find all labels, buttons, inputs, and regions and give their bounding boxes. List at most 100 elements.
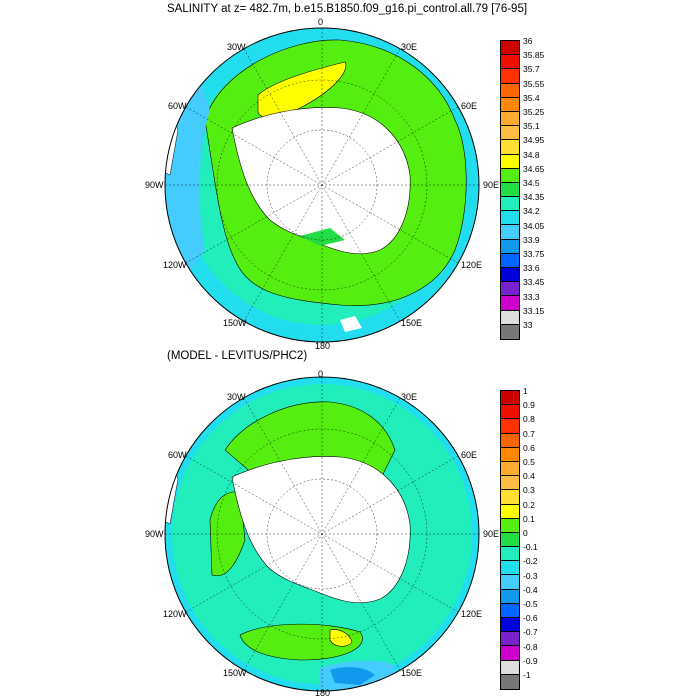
colorbar-tick-label: 33.3 <box>523 291 540 302</box>
colorbar-tick-label: 33 <box>523 320 533 330</box>
colorbar-swatch <box>501 419 519 434</box>
map-border-2 <box>164 376 480 692</box>
lon-label: 150W <box>223 318 247 328</box>
colorbar-swatch <box>501 69 519 84</box>
colorbar-tick-label: -0.7 <box>523 627 538 638</box>
colorbar-tick-label: -0.2 <box>523 556 538 567</box>
colorbar-tick-label: -0.5 <box>523 599 538 609</box>
colorbar-swatch <box>501 618 519 633</box>
lon-label: 90W <box>145 529 164 539</box>
lon-label: 120E <box>461 260 483 270</box>
colorbar-tick-label: 34.65 <box>523 163 545 174</box>
colorbar-tick-label: 34.8 <box>523 149 540 160</box>
colorbar-tick-label: 34.5 <box>523 178 540 188</box>
colorbar-tick-label: 36 <box>523 36 533 46</box>
colorbar-swatch <box>501 168 519 183</box>
colorbar-swatch <box>501 282 519 297</box>
colorbar-swatch <box>501 140 519 155</box>
colorbar-tick-label: 0.5 <box>523 457 535 467</box>
colorbar-tick-label: 35.55 <box>523 78 545 89</box>
lon-label: 60W <box>168 101 187 111</box>
colorbar-swatch <box>501 532 519 548</box>
colorbar-tick-label: 0.2 <box>523 499 535 510</box>
lon-label: 120E <box>461 609 483 619</box>
colorbar-swatch <box>501 589 519 604</box>
colorbar-swatch <box>501 461 519 477</box>
colorbar-swatch <box>501 405 519 420</box>
colorbar-1 <box>500 40 520 340</box>
lon-label: 60W <box>168 450 187 460</box>
lon-label: 30E <box>401 42 418 52</box>
colorbar-tick-label: 1 <box>523 386 528 396</box>
colorbar-swatch <box>501 268 519 283</box>
colorbar-tick-label: -0.6 <box>523 613 538 624</box>
colorbar-swatch <box>501 646 519 661</box>
colorbar-swatch <box>501 447 519 462</box>
colorbar-tick-label: 0.3 <box>523 485 535 496</box>
colorbar-tick-label: 34.05 <box>523 220 545 231</box>
lon-label: 60E <box>461 450 478 460</box>
colorbar-swatch <box>501 575 519 590</box>
colorbar-tick-label: 33.15 <box>523 305 545 316</box>
colorbar-swatch <box>501 182 519 198</box>
lon-label: 30E <box>401 392 418 402</box>
lon-label: 30W <box>227 42 246 52</box>
colorbar-swatch <box>501 547 519 562</box>
map-border-1 <box>164 27 480 343</box>
lon-label: 150W <box>223 668 247 678</box>
colorbar-swatch <box>501 239 519 254</box>
colorbar-swatch <box>501 660 519 675</box>
lon-label: 90E <box>483 529 500 539</box>
lon-label: 0 <box>318 369 324 379</box>
colorbar-2 <box>500 390 520 690</box>
colorbar-tick-label: -0.9 <box>523 655 538 666</box>
colorbar-tick-label: 0.6 <box>523 442 535 453</box>
colorbar-tick-label: -0.1 <box>523 542 538 553</box>
colorbar-swatch <box>501 154 519 169</box>
lon-label: 180 <box>315 688 331 698</box>
panel1-title: SALINITY at z= 482.7m, b.e15.B1850.f09_g… <box>167 3 528 15</box>
colorbar-swatch <box>501 253 519 268</box>
colorbar-swatch <box>501 603 519 618</box>
grid-lines-2 <box>165 377 479 691</box>
lon-label: 0 <box>318 17 324 27</box>
colorbar-tick-label: -0.4 <box>523 584 538 595</box>
colorbar-swatch <box>501 55 519 70</box>
colorbar-tick-label: 33.75 <box>523 249 545 259</box>
colorbar-swatch <box>501 476 519 491</box>
colorbar-tick-label: 34.35 <box>523 192 545 203</box>
grid-lines-1 <box>165 28 479 342</box>
colorbar-swatch <box>501 674 519 689</box>
colorbar-swatch <box>501 504 519 519</box>
lon-label: 120W <box>163 609 187 619</box>
colorbar-tick-label: -0.3 <box>523 570 538 581</box>
colorbar-swatch <box>501 111 519 127</box>
colorbar-swatch <box>501 197 519 212</box>
colorbar-tick-label: 0.4 <box>523 471 535 482</box>
colorbar-swatch <box>501 433 519 448</box>
colorbar-swatch <box>501 561 519 576</box>
salinity-map <box>165 28 479 342</box>
colorbar-tick-label: 35.7 <box>523 64 540 75</box>
lon-label: 180 <box>315 341 331 351</box>
colorbar-tick-label: 0.1 <box>523 513 535 524</box>
colorbar-tick-label: -1 <box>523 670 531 680</box>
colorbar-tick-label: 35.1 <box>523 121 540 132</box>
colorbar-swatch <box>501 310 519 325</box>
colorbar-swatch <box>501 41 519 56</box>
difference-map <box>165 377 479 691</box>
colorbar-tick-label: 0.7 <box>523 428 535 439</box>
lon-label: 150E <box>401 668 423 678</box>
colorbar-swatch <box>501 97 519 112</box>
colorbar-tick-label: 35.85 <box>523 50 545 61</box>
colorbar-swatch <box>501 296 519 311</box>
colorbar-tick-label: 35.25 <box>523 107 545 117</box>
lon-label: 90W <box>145 180 164 190</box>
colorbar-tick-label: 33.9 <box>523 234 540 245</box>
colorbar-tick-label: 35.4 <box>523 92 540 103</box>
colorbar-swatch <box>501 490 519 505</box>
panel2-title: (MODEL - LEVITUS/PHC2) <box>167 350 308 362</box>
lon-label: 120W <box>163 260 187 270</box>
colorbar-swatch <box>501 211 519 226</box>
